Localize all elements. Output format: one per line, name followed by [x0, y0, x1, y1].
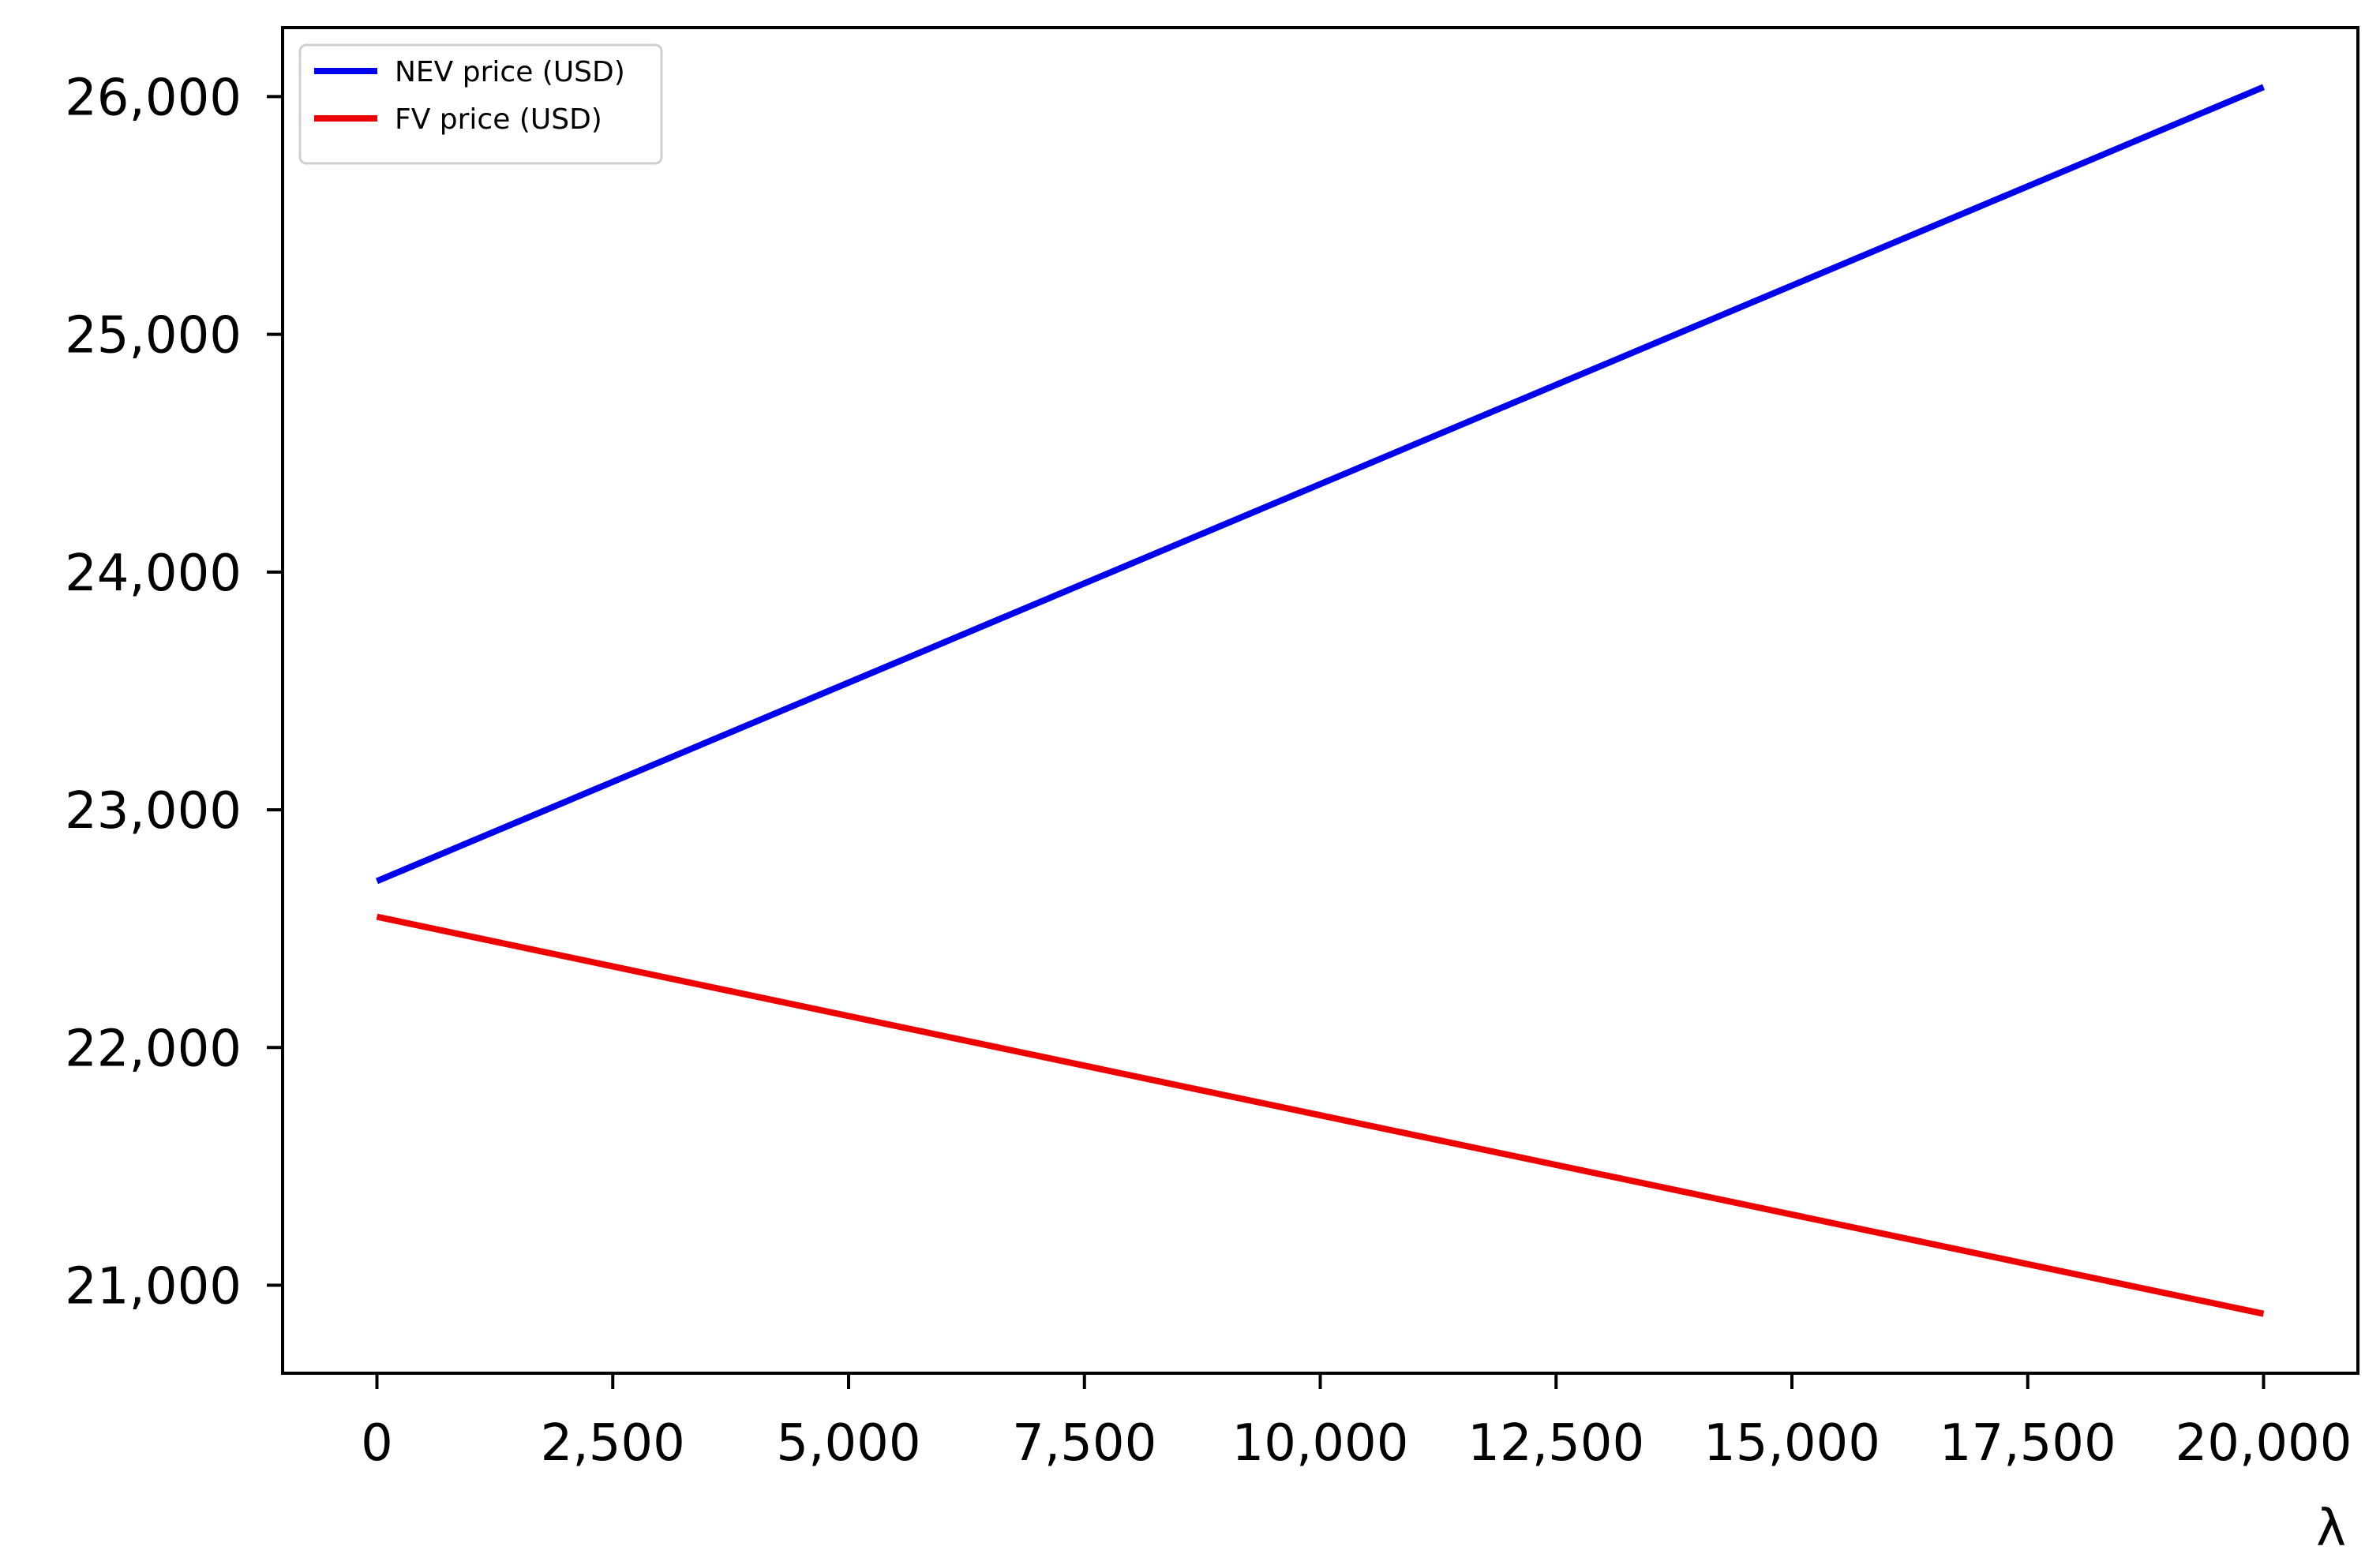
y-axis: 21,000 22,000 23,000 24,000 25,000 26,000 [65, 69, 283, 1316]
y-tick-label: 23,000 [65, 782, 242, 841]
y-tick-label: 24,000 [65, 545, 242, 603]
x-tick-label: 20,000 [2176, 1414, 2352, 1473]
y-tick-label: 25,000 [65, 307, 242, 365]
x-tick-label: 7,500 [1012, 1414, 1156, 1473]
y-tick-label: 22,000 [65, 1020, 242, 1078]
x-tick-label: 17,500 [1940, 1414, 2116, 1473]
plot-frame [281, 26, 2359, 1375]
legend-box [298, 43, 663, 165]
y-tick-label: 21,000 [65, 1258, 242, 1316]
x-tick-label: 0 [361, 1414, 393, 1473]
legend: NEV price (USD) FV price (USD) [298, 43, 663, 165]
x-tick-label: 15,000 [1703, 1414, 1880, 1473]
x-tick-label: 12,500 [1467, 1414, 1644, 1473]
x-tick-label: 5,000 [776, 1414, 920, 1473]
y-tick-label: 26,000 [65, 69, 242, 127]
series-layer [375, 84, 2266, 1317]
x-tick-label: 2,500 [541, 1414, 685, 1473]
series-line-fv-price [376, 913, 2265, 1317]
series-line-nev-price [375, 84, 2266, 885]
x-axis-label: λ [2316, 1499, 2346, 1558]
x-axis: 0 2,500 5,000 7,500 10,000 12,500 15,000 17,500… [361, 1373, 2352, 1473]
legend-label: NEV price (USD) [395, 56, 625, 88]
legend-label: FV price (USD) [395, 103, 602, 136]
x-tick-label: 10,000 [1232, 1414, 1409, 1473]
